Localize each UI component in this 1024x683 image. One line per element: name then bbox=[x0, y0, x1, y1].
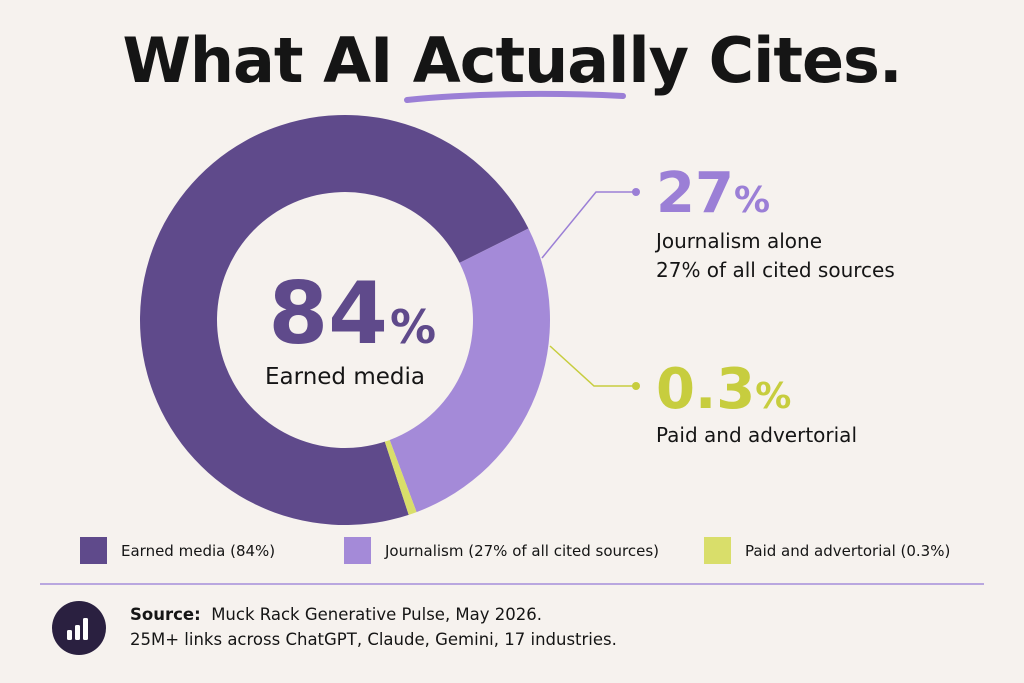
source-line-1: Source: Muck Rack Generative Pulse, May … bbox=[130, 602, 617, 627]
legend-swatch-earned bbox=[80, 537, 107, 564]
legend-label-paid: Paid and advertorial (0.3%) bbox=[745, 541, 951, 560]
paid-line-1: Paid and advertorial bbox=[656, 423, 857, 447]
legend-label-journalism: Journalism (27% of all cited sources) bbox=[385, 541, 660, 560]
legend-label-earned: Earned media (84%) bbox=[121, 541, 276, 560]
segment-paid-advertorial bbox=[384, 439, 417, 515]
journalism-line-1: Journalism alone bbox=[654, 229, 822, 253]
source-label: Source: bbox=[130, 605, 201, 624]
legend-item-journalism: Journalism (27% of all cited sources) bbox=[344, 537, 659, 564]
title-text-before: What AI bbox=[122, 24, 413, 97]
title-text-after: Cites. bbox=[688, 24, 903, 97]
source-note: Source: Muck Rack Generative Pulse, May … bbox=[130, 602, 617, 652]
journalism-line-2: 27% of all cited sources bbox=[656, 258, 895, 282]
center-value: 84 bbox=[268, 264, 388, 364]
segment-journalism bbox=[389, 228, 550, 513]
center-caption: Earned media bbox=[265, 364, 425, 390]
source-text: Muck Rack Generative Pulse, May 2026. bbox=[211, 605, 543, 624]
legend-item-paid: Paid and advertorial (0.3%) bbox=[704, 537, 950, 564]
paid-leader-dot bbox=[632, 382, 640, 390]
journalism-leader-line bbox=[541, 191, 636, 259]
source-line-2: 25M+ links across ChatGPT, Claude, Gemin… bbox=[130, 630, 617, 649]
center-unit: % bbox=[390, 300, 436, 354]
chart-legend: Earned media (84%) Journalism (27% of al… bbox=[0, 537, 1024, 569]
legend-item-earned: Earned media (84%) bbox=[80, 537, 275, 564]
segment-earned-media bbox=[140, 114, 529, 525]
legend-swatch-journalism bbox=[344, 537, 371, 564]
center-label: 84 % Earned media bbox=[265, 264, 436, 390]
title-highlight: Actually bbox=[403, 16, 689, 106]
title-underline bbox=[403, 90, 626, 103]
title-highlight-text: Actually bbox=[412, 24, 689, 97]
footer-divider bbox=[40, 583, 984, 585]
journalism-leader-dot bbox=[632, 188, 640, 196]
legend-swatch-paid bbox=[704, 537, 731, 564]
paid-leader-line bbox=[549, 345, 636, 387]
bar-chart-icon bbox=[52, 601, 106, 655]
journalism-value: 27% bbox=[656, 161, 770, 226]
page-title: What AI Actually Cites. bbox=[0, 16, 1024, 106]
journalism-annotation: 27% Journalism alone 27% of all cited so… bbox=[654, 161, 895, 282]
paid-annotation: 0.3% Paid and advertorial bbox=[656, 357, 857, 447]
paid-value: 0.3% bbox=[656, 357, 791, 422]
